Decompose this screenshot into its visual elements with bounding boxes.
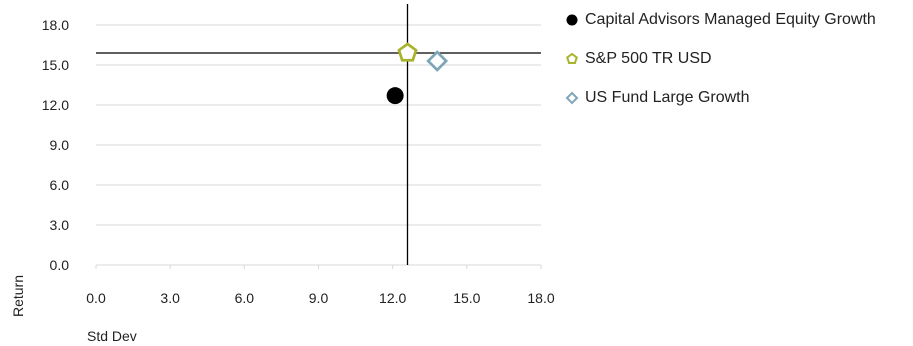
legend-label: US Fund Large Growth	[585, 89, 750, 106]
legend-item: Capital Advisors Managed Equity Growth	[565, 10, 876, 30]
y-tick-label: 18.0	[42, 17, 69, 33]
circle-legend-icon	[566, 14, 578, 26]
data-point-diamond	[426, 50, 449, 72]
data-point-circle	[386, 87, 404, 105]
x-axis-title: Std Dev	[87, 328, 137, 344]
legend-item: US Fund Large Growth	[565, 88, 876, 108]
data-point-pentagon	[397, 42, 418, 62]
x-tick-label: 9.0	[309, 290, 329, 306]
legend-label: Capital Advisors Managed Equity Growth	[585, 11, 876, 28]
data-points	[386, 42, 449, 105]
diamond-legend-icon	[565, 91, 579, 105]
legend-item: S&P 500 TR USD	[565, 49, 876, 69]
legend: Capital Advisors Managed Equity Growth S&…	[565, 10, 876, 127]
x-tick-labels: 0.0 3.0 6.0 9.0 12.0 15.0 18.0	[86, 290, 555, 306]
reference-lines	[96, 4, 541, 265]
y-tick-label: 6.0	[50, 177, 70, 193]
x-tick-label: 6.0	[235, 290, 255, 306]
legend-label: S&P 500 TR USD	[585, 50, 712, 67]
y-tick-labels: 0.0 3.0 6.0 9.0 12.0 15.0 18.0	[42, 17, 69, 273]
y-tick-label: 12.0	[42, 97, 69, 113]
diamond-legend-marker	[565, 91, 579, 105]
y-tick-label: 0.0	[50, 257, 70, 273]
x-tick-label: 12.0	[379, 290, 406, 306]
y-tick-label: 3.0	[50, 217, 70, 233]
gridlines	[95, 24, 542, 269]
x-tick-label: 0.0	[86, 290, 106, 306]
x-tick-label: 3.0	[160, 290, 180, 306]
y-tick-label: 15.0	[42, 57, 69, 73]
y-axis-title: Return	[10, 275, 26, 317]
y-tick-label: 9.0	[50, 137, 70, 153]
pentagon-legend-icon	[566, 52, 578, 65]
x-tick-label: 15.0	[453, 290, 480, 306]
circle-legend-marker	[566, 14, 578, 26]
x-tick-label: 18.0	[527, 290, 554, 306]
pentagon-legend-marker	[566, 52, 578, 65]
